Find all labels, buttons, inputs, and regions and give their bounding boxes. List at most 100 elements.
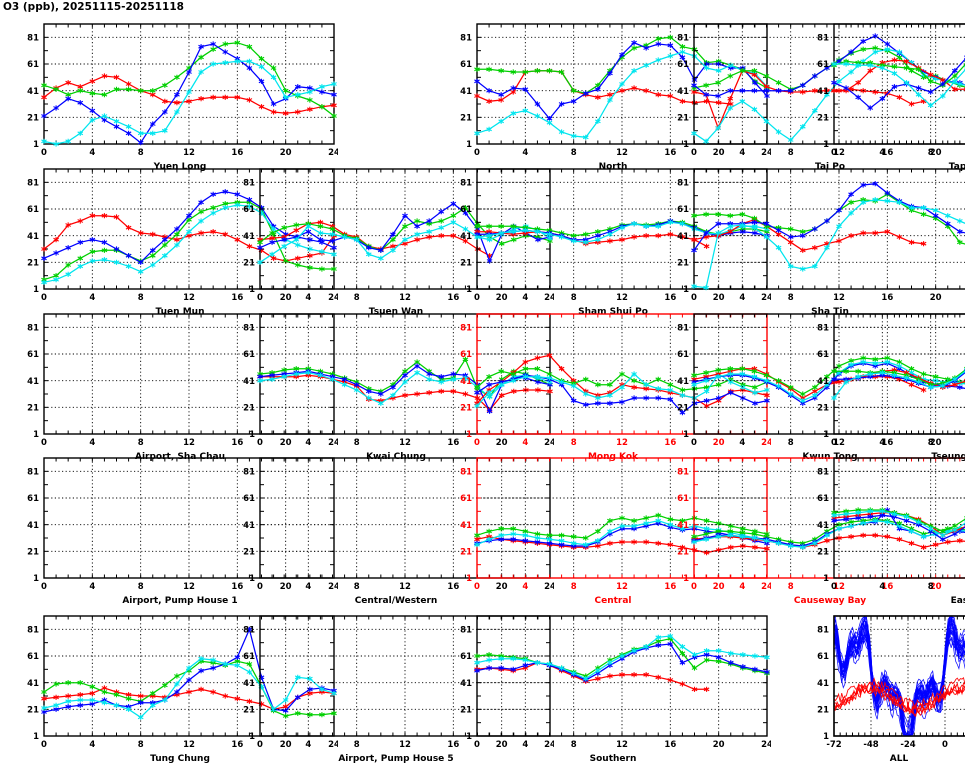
svg-text:41: 41 <box>817 87 829 97</box>
svg-text:21: 21 <box>27 548 39 558</box>
svg-text:8: 8 <box>571 740 577 750</box>
svg-text:20: 20 <box>930 582 942 592</box>
svg-text:81: 81 <box>817 324 829 334</box>
svg-text:8: 8 <box>788 582 794 592</box>
panel-caption: Tseung Kwan O <box>931 452 965 462</box>
svg-text:8: 8 <box>571 438 577 448</box>
panel-caption: Kwun Tong <box>802 452 858 462</box>
svg-text:1: 1 <box>466 574 472 584</box>
svg-text:24: 24 <box>544 438 554 448</box>
svg-text:16: 16 <box>664 293 676 303</box>
svg-text:0: 0 <box>942 740 948 750</box>
svg-text:16: 16 <box>231 148 243 158</box>
svg-text:4: 4 <box>89 740 95 750</box>
svg-text:0: 0 <box>831 438 837 448</box>
svg-text:8: 8 <box>788 148 794 158</box>
svg-text:21: 21 <box>677 548 689 558</box>
svg-text:81: 81 <box>243 468 255 478</box>
svg-text:8: 8 <box>354 438 360 448</box>
svg-text:20: 20 <box>713 582 725 592</box>
svg-text:8: 8 <box>788 293 794 303</box>
svg-text:4: 4 <box>522 740 528 750</box>
svg-text:0: 0 <box>41 740 47 750</box>
svg-text:8: 8 <box>138 148 144 158</box>
svg-text:16: 16 <box>447 438 459 448</box>
svg-text:81: 81 <box>817 468 829 478</box>
svg-text:21: 21 <box>243 404 255 414</box>
svg-text:24: 24 <box>761 293 771 303</box>
svg-text:4: 4 <box>305 582 311 592</box>
svg-text:41: 41 <box>27 377 39 387</box>
svg-text:81: 81 <box>27 34 39 44</box>
svg-text:41: 41 <box>27 87 39 97</box>
svg-text:41: 41 <box>27 521 39 531</box>
svg-text:41: 41 <box>243 377 255 387</box>
svg-text:21: 21 <box>817 706 829 716</box>
panel-caption: Tsuen Wan <box>368 307 424 317</box>
svg-text:21: 21 <box>243 259 255 269</box>
svg-text:1: 1 <box>683 285 689 295</box>
svg-text:12: 12 <box>616 582 628 592</box>
svg-text:41: 41 <box>817 377 829 387</box>
panel-caption: Tuen Mun <box>155 307 205 317</box>
panel-tuen-mun: 1 21 41 61 81 0 4 8 12 16 20 24 Tuen Mun <box>22 163 338 319</box>
panel-caption: Causeway Bay <box>793 596 867 606</box>
svg-text:41: 41 <box>677 87 689 97</box>
svg-text:20: 20 <box>713 740 725 750</box>
panel-caption: Tap Mun <box>948 162 965 172</box>
svg-text:4: 4 <box>879 148 885 158</box>
svg-text:12: 12 <box>183 148 195 158</box>
panel-caption: Sham Shui Po <box>578 307 648 317</box>
svg-text:20: 20 <box>930 148 942 158</box>
svg-text:41: 41 <box>27 232 39 242</box>
svg-text:12: 12 <box>616 740 628 750</box>
svg-text:81: 81 <box>243 324 255 334</box>
panel-caption: Eastern <box>950 596 965 606</box>
svg-text:8: 8 <box>138 740 144 750</box>
svg-text:41: 41 <box>27 679 39 689</box>
svg-text:1: 1 <box>466 732 472 742</box>
svg-text:21: 21 <box>27 259 39 269</box>
svg-text:41: 41 <box>677 232 689 242</box>
svg-text:61: 61 <box>817 60 829 70</box>
svg-text:20: 20 <box>280 740 292 750</box>
svg-text:0: 0 <box>41 582 47 592</box>
svg-text:21: 21 <box>677 114 689 124</box>
svg-text:61: 61 <box>243 652 255 662</box>
svg-text:41: 41 <box>460 679 472 689</box>
svg-text:0: 0 <box>474 148 480 158</box>
svg-text:0: 0 <box>41 438 47 448</box>
svg-text:1: 1 <box>33 285 39 295</box>
svg-text:21: 21 <box>460 548 472 558</box>
svg-text:1: 1 <box>33 732 39 742</box>
svg-text:21: 21 <box>27 114 39 124</box>
svg-text:16: 16 <box>231 740 243 750</box>
svg-text:41: 41 <box>677 521 689 531</box>
page-title: O3 (ppb), 20251115-20251118 <box>3 1 184 13</box>
svg-text:12: 12 <box>399 438 411 448</box>
svg-text:12: 12 <box>833 293 845 303</box>
svg-text:81: 81 <box>243 626 255 636</box>
svg-text:12: 12 <box>833 148 845 158</box>
svg-text:0: 0 <box>831 148 837 158</box>
svg-text:20: 20 <box>496 582 508 592</box>
svg-text:81: 81 <box>817 34 829 44</box>
svg-text:4: 4 <box>879 582 885 592</box>
svg-text:20: 20 <box>713 438 725 448</box>
svg-text:61: 61 <box>243 205 255 215</box>
svg-text:4: 4 <box>739 582 745 592</box>
svg-text:4: 4 <box>89 148 95 158</box>
svg-text:81: 81 <box>27 626 39 636</box>
svg-text:81: 81 <box>460 179 472 189</box>
svg-text:21: 21 <box>243 548 255 558</box>
svg-text:24: 24 <box>328 582 338 592</box>
svg-text:61: 61 <box>817 652 829 662</box>
svg-text:1: 1 <box>683 430 689 440</box>
svg-text:0: 0 <box>474 293 480 303</box>
svg-text:81: 81 <box>817 626 829 636</box>
svg-text:1: 1 <box>823 430 829 440</box>
svg-text:-48: -48 <box>863 740 878 750</box>
svg-text:41: 41 <box>243 232 255 242</box>
svg-text:1: 1 <box>33 574 39 584</box>
svg-text:12: 12 <box>183 582 195 592</box>
